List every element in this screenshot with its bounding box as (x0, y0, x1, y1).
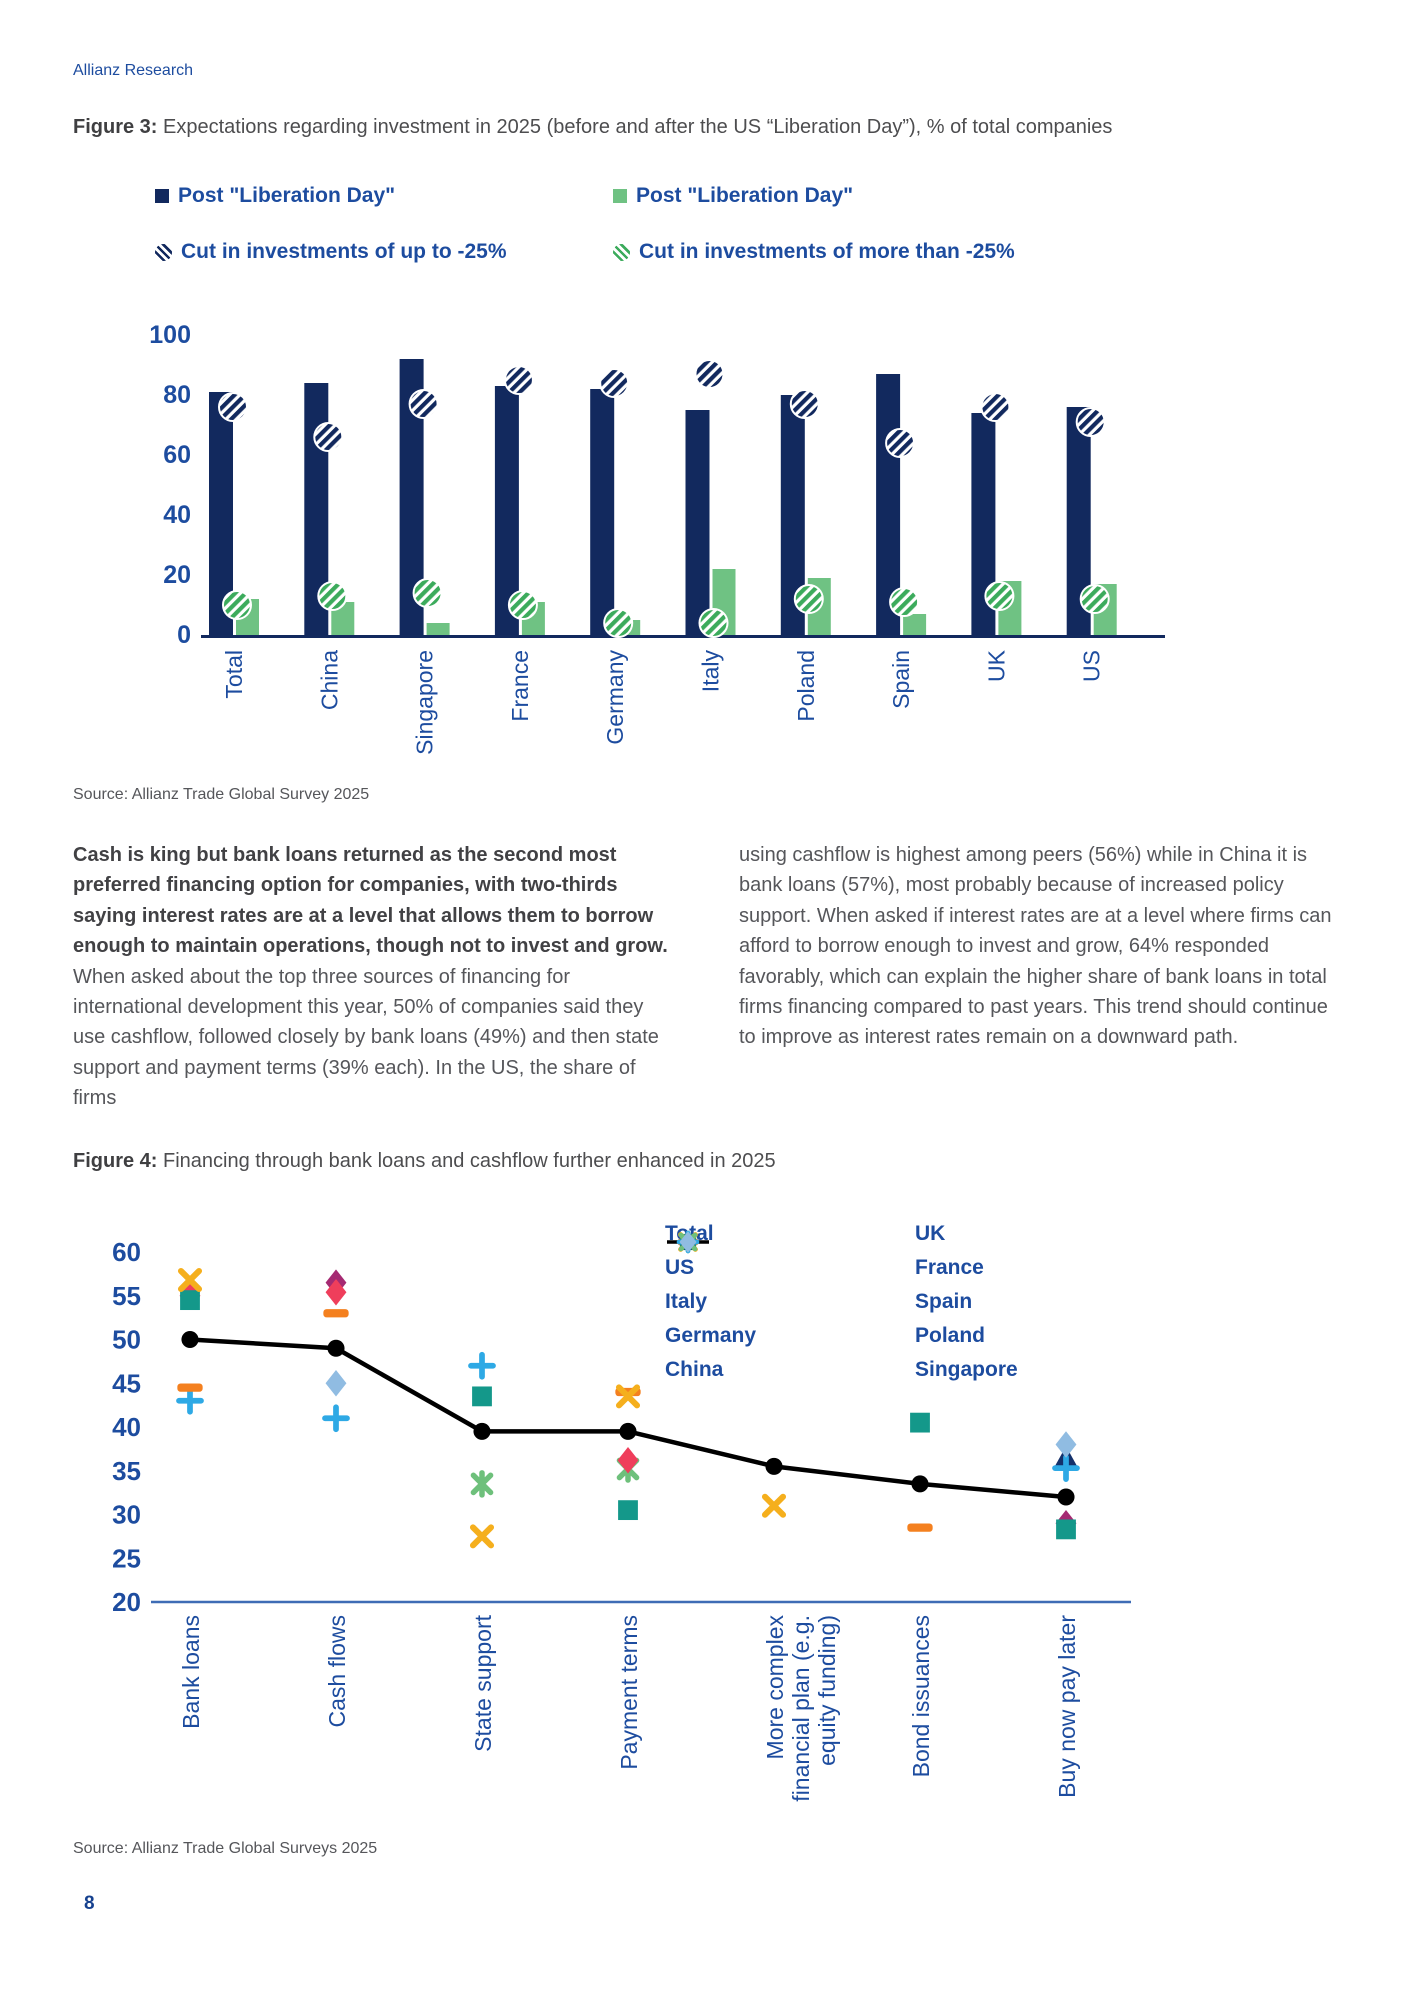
body-text-left-rest: When asked about the top three sources o… (73, 965, 659, 1110)
figure4-caption-label: Figure 4: (73, 1150, 158, 1172)
figure4-caption-text: Financing through bank loans and cashflo… (157, 1150, 776, 1172)
svg-text:30: 30 (112, 1500, 141, 1530)
figure4-legend-item: France (678, 1232, 1018, 1280)
figure3-caption: Figure 3: Expectations regarding investm… (73, 116, 1353, 139)
body-text: Cash is king but bank loans returned as … (73, 840, 1347, 1114)
figure4-legend-item: Spain (678, 1230, 1018, 1314)
figure3-legend-item: Cut in investments of more than -25% (613, 240, 1015, 264)
svg-text:China: China (316, 650, 342, 710)
figure4-legend-item: Singapore (679, 1231, 1018, 1382)
svg-text:45: 45 (112, 1368, 141, 1398)
figure4-legend-item: UK (679, 1222, 1018, 1253)
svg-text:Buy now pay later: Buy now pay later (1054, 1615, 1080, 1798)
legend-label: France (915, 1256, 984, 1279)
page-number: 8 (84, 1893, 95, 1914)
svg-text:40: 40 (163, 501, 191, 529)
svg-text:Spain: Spain (888, 650, 914, 709)
svg-text:Total: Total (221, 650, 247, 699)
svg-text:0: 0 (177, 621, 191, 649)
svg-text:60: 60 (163, 441, 191, 469)
svg-text:Italy: Italy (698, 650, 724, 693)
body-text-left-column: Cash is king but bank loans returned as … (73, 840, 681, 1114)
svg-text:US: US (1079, 650, 1105, 682)
legend-label: UK (915, 1222, 946, 1245)
legend-label: Germany (665, 1324, 757, 1347)
figure3-caption-label: Figure 3: (73, 116, 158, 138)
legend-label: Singapore (915, 1358, 1018, 1381)
legend-label: Cut in investments of up to -25% (181, 240, 507, 263)
diamond-marker-icon (679, 1231, 697, 1253)
legend-label: Spain (915, 1290, 973, 1313)
svg-text:50: 50 (112, 1325, 141, 1355)
svg-text:France: France (507, 650, 533, 722)
svg-text:20: 20 (163, 561, 191, 589)
legend-square-swatch-icon (155, 189, 169, 203)
figure4-chart-svg: 20 25 30 35 40 45 50 55 60 Bank loans Cash flows St… (112, 1237, 1131, 1802)
body-text-right-column: using cashflow is highest among peers (5… (739, 844, 1332, 1049)
svg-text:Bond issuances: Bond issuances (908, 1615, 934, 1777)
legend-label: Post "Liberation Day" (636, 184, 854, 207)
svg-text:25: 25 (112, 1543, 141, 1573)
legend-hatched-circle-icon (613, 243, 630, 261)
figure4-caption: Figure 4: Financing through bank loans a… (73, 1150, 1353, 1173)
svg-text:UK: UK (983, 649, 1009, 682)
legend-label: Italy (665, 1290, 708, 1313)
figure3-legend-item: Cut in investments of up to -25% (155, 240, 613, 264)
svg-text:Poland: Poland (793, 650, 819, 722)
svg-text:Payment terms: Payment terms (616, 1615, 642, 1770)
svg-text:55: 55 (112, 1281, 141, 1311)
legend-label: China (665, 1358, 724, 1381)
figure4-legend-item: Italy (665, 1231, 915, 1314)
svg-text:Bank loans: Bank loans (178, 1615, 204, 1729)
figure4-chart: 20 25 30 35 40 45 50 55 60 Bank loans Cash flows St… (73, 1215, 1203, 1833)
svg-text:Singapore: Singapore (412, 650, 438, 755)
svg-text:20: 20 (112, 1587, 141, 1617)
svg-text:Cash flows: Cash flows (324, 1615, 350, 1727)
svg-text:100: 100 (149, 321, 191, 349)
legend-hatched-circle-icon (155, 243, 172, 261)
figure3-legend-item: Post "Liberation Day" (155, 184, 613, 208)
figure3-chart: 0 20 40 60 80 100 Total China Singapore France Ger… (73, 250, 1193, 795)
figure3-caption-text: Expectations regarding investment in 202… (157, 116, 1113, 138)
figure3-source: Source: Allianz Trade Global Survey 2025 (73, 786, 370, 803)
svg-text:State support: State support (470, 1614, 496, 1751)
legend-label: Poland (915, 1324, 986, 1347)
body-text-lead-bold: Cash is king but bank loans returned as … (73, 844, 668, 958)
figure3-legend-item: Post "Liberation Day" (613, 184, 1015, 208)
legend-label: US (665, 1256, 695, 1279)
legend-square-swatch-icon (613, 189, 627, 203)
svg-text:35: 35 (112, 1456, 141, 1486)
figure4-legend: TotalUSItalyGermanyChinaUKFranceSpainPol… (665, 1217, 1018, 1387)
brand-header: Allianz Research (73, 62, 194, 79)
figure4-legend-item: Poland (676, 1230, 1018, 1348)
legend-label: Post "Liberation Day" (178, 184, 396, 207)
figure3-legend: Post "Liberation Day" Post "Liberation Da… (155, 168, 1015, 280)
figure4-legend-item: US (665, 1238, 915, 1280)
svg-text:Germany: Germany (602, 650, 628, 745)
figure4-legend-item: China (665, 1232, 915, 1382)
figure4-source: Source: Allianz Trade Global Surveys 202… (73, 1840, 378, 1857)
svg-text:40: 40 (112, 1412, 141, 1442)
svg-text:80: 80 (163, 381, 191, 409)
svg-text:More complexfinancial plan (e.: More complexfinancial plan (e.g.equity f… (762, 1615, 840, 1802)
svg-text:60: 60 (112, 1237, 141, 1267)
figure3-chart-svg: 0 20 40 60 80 100 Total China Singapore France Ger… (149, 321, 1165, 755)
figure4-legend-item: Germany (665, 1233, 915, 1348)
legend-label: Cut in investments of more than -25% (639, 240, 1015, 263)
